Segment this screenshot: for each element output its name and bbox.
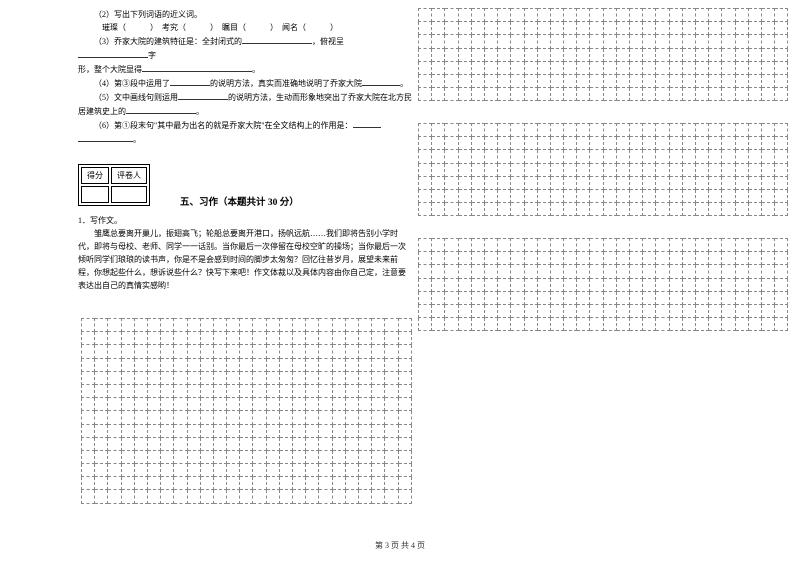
question-2-words: 璀璨（ ） 考究（ ） 瞩目（ ） 闻名（ ） [78, 21, 413, 34]
q3-part-e: 。 [252, 65, 260, 74]
q3-part-b: ，俯视呈 [312, 37, 344, 46]
essay-prompt: 1．写作文。 雏鹰总要离开巢儿，振翅高飞；轮船总要离开港口，扬帆远航……我们即将… [78, 214, 413, 292]
q5-part-c: 居建筑史上的 [78, 107, 126, 116]
question-2: （2）写出下列词语的近义词。 [78, 8, 413, 21]
q4-part-a: （4）第③段中运用了 [94, 79, 170, 88]
blank [126, 104, 196, 114]
q4-part-b: 的说明方法，真实而准确地说明了乔家大院 [210, 79, 362, 88]
q6-part-b: 。 [133, 135, 141, 144]
blank [170, 76, 210, 86]
question-3-line2: 形，整个大院显得 。 [78, 62, 413, 76]
writing-grid-left [81, 318, 412, 504]
blank [242, 34, 312, 44]
blank [362, 76, 400, 86]
q5-part-a: （5）文中画线句则运用 [94, 93, 178, 102]
writing-grid-right-1 [418, 8, 788, 101]
q5-part-b: 的说明方法，生动而形象地突出了乔家大院在北方民 [228, 93, 412, 102]
essay-number: 1．写作文。 [78, 214, 413, 227]
score-section-row: 得分 评卷人 五、习作（本题共计 30 分） [78, 146, 413, 210]
page-content: （2）写出下列词语的近义词。 璀璨（ ） 考究（ ） 瞩目（ ） 闻名（ ） （… [78, 8, 798, 528]
question-4: （4）第③段中运用了 的说明方法，真实而准确地说明了乔家大院 。 [78, 76, 413, 90]
question-5: （5）文中画线句则运用 的说明方法，生动而形象地突出了乔家大院在北方民 [78, 90, 413, 104]
reviewer-header: 评卷人 [111, 167, 147, 184]
blank [353, 118, 381, 128]
question-5-line2: 居建筑史上的 。 [78, 104, 413, 118]
reviewer-cell [111, 186, 147, 203]
q4-part-c: 。 [400, 79, 408, 88]
score-cell [81, 186, 109, 203]
q3-part-a: （3）乔家大院的建筑特征是：全封闭式的 [94, 37, 242, 46]
score-header: 得分 [81, 167, 109, 184]
q3-part-d: 形，整个大院显得 [78, 65, 142, 74]
q6-part-a: （6）第①段末句"其中最为出名的就是乔家大院"在全文结构上的作用是： [94, 121, 353, 130]
score-table: 得分 评卷人 [78, 164, 150, 206]
page-footer: 第 3 页 共 4 页 [0, 540, 800, 551]
section-5-title: 五、习作（本题共计 30 分） [180, 197, 299, 210]
essay-text: 雏鹰总要离开巢儿，振翅高飞；轮船总要离开港口，扬帆远航……我们即将告别小学时代，… [78, 227, 413, 292]
blank [78, 48, 148, 58]
left-column: （2）写出下列词语的近义词。 璀璨（ ） 考究（ ） 瞩目（ ） 闻名（ ） （… [78, 8, 413, 292]
q3-part-c: 字 [148, 51, 156, 60]
blank [142, 62, 252, 72]
blank [178, 90, 228, 100]
writing-grid-right-3 [418, 238, 788, 331]
question-6: （6）第①段末句"其中最为出名的就是乔家大院"在全文结构上的作用是： [78, 118, 413, 132]
blank [78, 132, 133, 142]
question-6-line2: 。 [78, 132, 413, 146]
q5-part-d: 。 [196, 107, 204, 116]
writing-grid-right-2 [418, 123, 788, 216]
question-3: （3）乔家大院的建筑特征是：全封闭式的 ，俯视呈字 [78, 34, 413, 62]
